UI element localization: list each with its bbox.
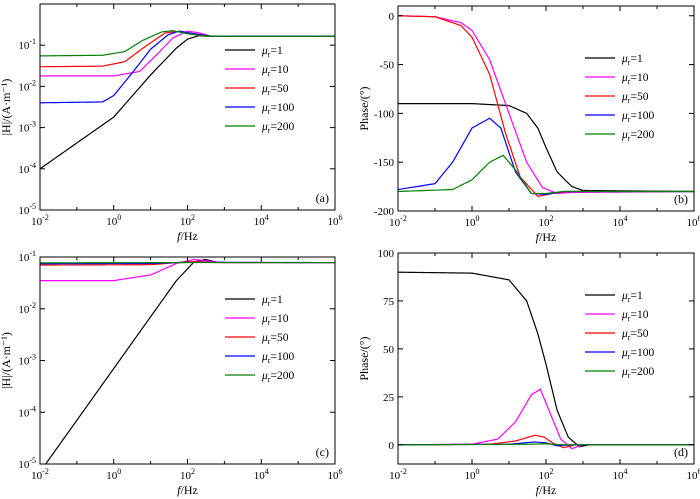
- legend-label: μr=1: [261, 45, 283, 59]
- panel-d: 10-2 100 102 104 106 0 25 50 75 100 f/Hz Phase/(°) μ…: [357, 248, 700, 497]
- x-tick-label: 106: [328, 213, 343, 228]
- y-tick-label: 100: [378, 248, 395, 260]
- legend-label: μr=200: [621, 366, 654, 380]
- y-tick-label: 10-4: [18, 404, 36, 419]
- panel-label: (d): [674, 445, 688, 459]
- legend-label: μr=1: [621, 290, 643, 304]
- y-tick-label: 75: [383, 296, 395, 308]
- x-tick-label: 104: [254, 467, 269, 482]
- y-tick-label: 10-2: [18, 301, 36, 316]
- legend-label: μr=10: [621, 72, 649, 86]
- legend-label: μr=50: [261, 83, 289, 97]
- panel-c: 10-2 100 102 104 106 10-5 10-4 10-3 10-2 10-1 f/Hz…: [0, 249, 343, 497]
- y-axis-label: |H|/(A·m⁻¹): [0, 332, 13, 389]
- series-line-b-5: [398, 154, 694, 195]
- y-tick-label: 25: [383, 392, 395, 404]
- x-tick-label: 104: [254, 213, 269, 228]
- legend-label: μr=50: [621, 328, 649, 342]
- x-tick-label: 102: [539, 467, 554, 482]
- series-line-d-1: [398, 271, 694, 448]
- x-axis-label: f/Hz: [177, 483, 198, 497]
- x-tick-label: 100: [106, 213, 121, 228]
- y-tick-label: -200: [374, 206, 395, 218]
- series-line-b-2: [398, 15, 694, 195]
- legend-label: μr=100: [621, 347, 654, 361]
- x-tick-label: 10-2: [31, 467, 49, 482]
- legend-label: μr=200: [261, 121, 294, 135]
- x-tick-label: 106: [687, 467, 700, 482]
- x-tick-label: 102: [539, 214, 554, 229]
- x-tick-label: 106: [687, 214, 700, 229]
- y-tick-label: 10-2: [18, 78, 36, 93]
- y-tick-label: 10-1: [18, 37, 36, 52]
- series-line-a-2: [40, 30, 335, 77]
- y-tick-label: 10-3: [18, 120, 36, 135]
- x-axis-label: f/Hz: [177, 229, 198, 243]
- panel-label: (c): [316, 445, 329, 459]
- y-tick-label: 10-5: [18, 456, 36, 471]
- y-tick-label: 0: [389, 11, 395, 23]
- panel-a: 10-2 100 102 104 106 10-5 10-4 10-3 10-2 10-1 f/Hz…: [0, 3, 343, 243]
- x-axis-label: f/Hz: [536, 483, 557, 497]
- series-line-d-3: [398, 434, 694, 449]
- y-tick-label: -150: [374, 157, 395, 169]
- legend-label: μr=10: [261, 313, 289, 327]
- x-tick-label: 100: [465, 214, 480, 229]
- y-tick-label: -100: [374, 108, 395, 120]
- legend-label: μr=50: [621, 91, 649, 105]
- x-tick-label: 10-2: [389, 467, 407, 482]
- panel-b: 10-2 100 102 104 106 -200 -150 -100 -50 0 f/Hz Phas…: [357, 5, 700, 244]
- legend-label: μr=1: [261, 294, 283, 308]
- axes-frame: [397, 5, 695, 212]
- legend-label: μr=50: [261, 332, 289, 346]
- x-tick-label: 102: [180, 213, 195, 228]
- legend-label: μr=1: [621, 53, 643, 67]
- legend-label: μr=200: [261, 370, 294, 384]
- y-tick-label: 50: [383, 344, 395, 356]
- x-tick-label: 10-2: [31, 213, 49, 228]
- series-line-b-3: [398, 15, 694, 198]
- legend-label: μr=100: [261, 102, 294, 116]
- series-line-a-5: [40, 30, 335, 57]
- legend-label: μr=100: [261, 351, 294, 365]
- legend-label: μr=200: [621, 129, 654, 143]
- y-tick-label: 10-3: [18, 353, 36, 368]
- x-tick-label: 106: [328, 467, 343, 482]
- x-tick-label: 10-2: [389, 214, 407, 229]
- y-tick-label: 10-1: [18, 249, 36, 264]
- y-axis-label: Phase/(°): [357, 336, 371, 380]
- x-axis-label: f/Hz: [536, 230, 557, 244]
- panel-label: (b): [674, 192, 688, 206]
- series-line-a-4: [40, 30, 335, 104]
- y-axis-label: |H|/(A·m⁻¹): [0, 79, 13, 136]
- series-line-d-5: [398, 443, 694, 446]
- y-tick-label: 10-5: [18, 202, 36, 217]
- x-tick-label: 104: [613, 214, 628, 229]
- y-axis-label: Phase/(°): [357, 86, 371, 130]
- y-tick-label: 10-4: [18, 161, 36, 176]
- legend-label: μr=100: [621, 110, 654, 124]
- x-tick-label: 102: [180, 467, 195, 482]
- x-tick-label: 104: [613, 467, 628, 482]
- x-tick-label: 100: [106, 467, 121, 482]
- x-tick-label: 100: [465, 467, 480, 482]
- legend-label: μr=10: [261, 64, 289, 78]
- y-tick-label: 0: [389, 440, 395, 452]
- legend-label: μr=10: [621, 309, 649, 323]
- series-line-c-1: [44, 258, 335, 464]
- y-tick-label: -50: [379, 60, 394, 72]
- series-line-d-2: [398, 388, 694, 450]
- panel-label: (a): [316, 191, 329, 205]
